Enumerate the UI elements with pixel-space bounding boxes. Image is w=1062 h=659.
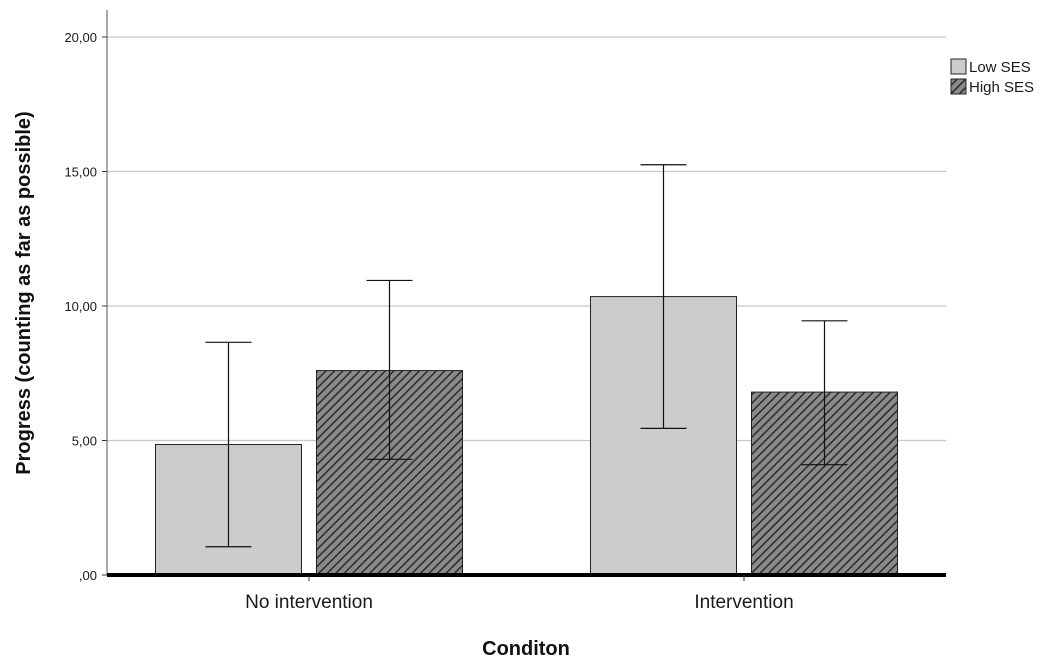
y-tick-label: 5,00	[72, 434, 97, 449]
axes	[102, 10, 946, 581]
legend-label: High SES	[969, 79, 1034, 96]
x-axis-title: Conditon	[482, 638, 570, 659]
legend: Low SES High SES	[950, 58, 1034, 96]
gridlines	[107, 36, 946, 442]
y-tick-label: 20,00	[64, 30, 97, 45]
axis-labels: ,00 5,00 10,00 15,00 20,00 No intervention Int…	[64, 30, 793, 613]
bars	[155, 164, 898, 576]
x-tick-label: Intervention	[694, 592, 793, 613]
legend-label: Low SES	[969, 59, 1031, 76]
y-axis-title: Progress (counting as far as possible)	[13, 111, 35, 474]
legend-swatch	[950, 58, 967, 75]
x-tick-label: No intervention	[245, 592, 373, 613]
legend-swatch	[950, 78, 967, 95]
y-tick-label: ,00	[79, 568, 97, 583]
y-tick-label: 15,00	[64, 165, 97, 180]
y-tick-label: 10,00	[64, 299, 97, 314]
